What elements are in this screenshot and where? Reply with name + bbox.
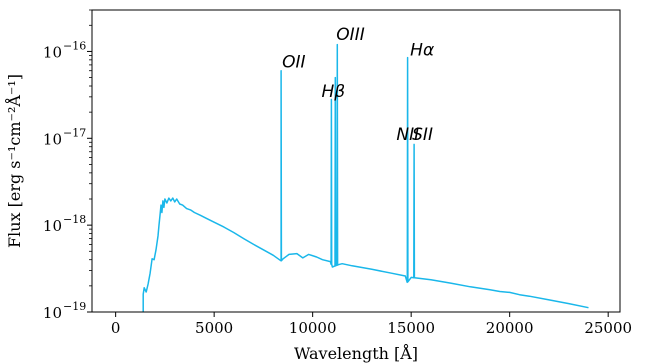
x-tick-label: 10000 <box>289 319 337 337</box>
y-tick-label: 10 <box>43 217 62 235</box>
x-tick-label: 20000 <box>486 319 534 337</box>
y-tick-exponent: −16 <box>63 39 86 52</box>
y-tick-label: 10 <box>43 43 62 61</box>
line-annotation: Hα <box>410 40 434 60</box>
spectrum-line <box>142 43 589 312</box>
x-axis: 0 5000 10000 15000 20000 25000 <box>111 312 632 337</box>
y-tick-label: 10 <box>43 130 62 148</box>
x-tick-label: 15000 <box>387 319 435 337</box>
x-tick-label: 5000 <box>195 319 233 337</box>
line-annotation: NII <box>396 125 419 145</box>
x-axis-label: Wavelength [Å] <box>294 343 418 363</box>
y-tick-label: 10 <box>43 304 62 322</box>
x-tick-label: 25000 <box>584 319 632 337</box>
y-tick-exponent: −17 <box>63 126 86 139</box>
x-tick-label: 0 <box>111 319 121 337</box>
axes-frame <box>91 9 621 313</box>
line-annotation: OIII <box>336 25 364 45</box>
y-axis-label: Flux [erg s⁻¹cm⁻²Å⁻¹] <box>4 74 24 248</box>
spectrum-series <box>142 43 589 312</box>
line-annotation: Hβ <box>322 82 346 102</box>
line-annotation: SII <box>412 125 433 145</box>
y-tick-exponent: −18 <box>63 213 86 226</box>
y-tick-exponent: −19 <box>63 300 86 313</box>
line-annotation: OII <box>282 53 305 73</box>
